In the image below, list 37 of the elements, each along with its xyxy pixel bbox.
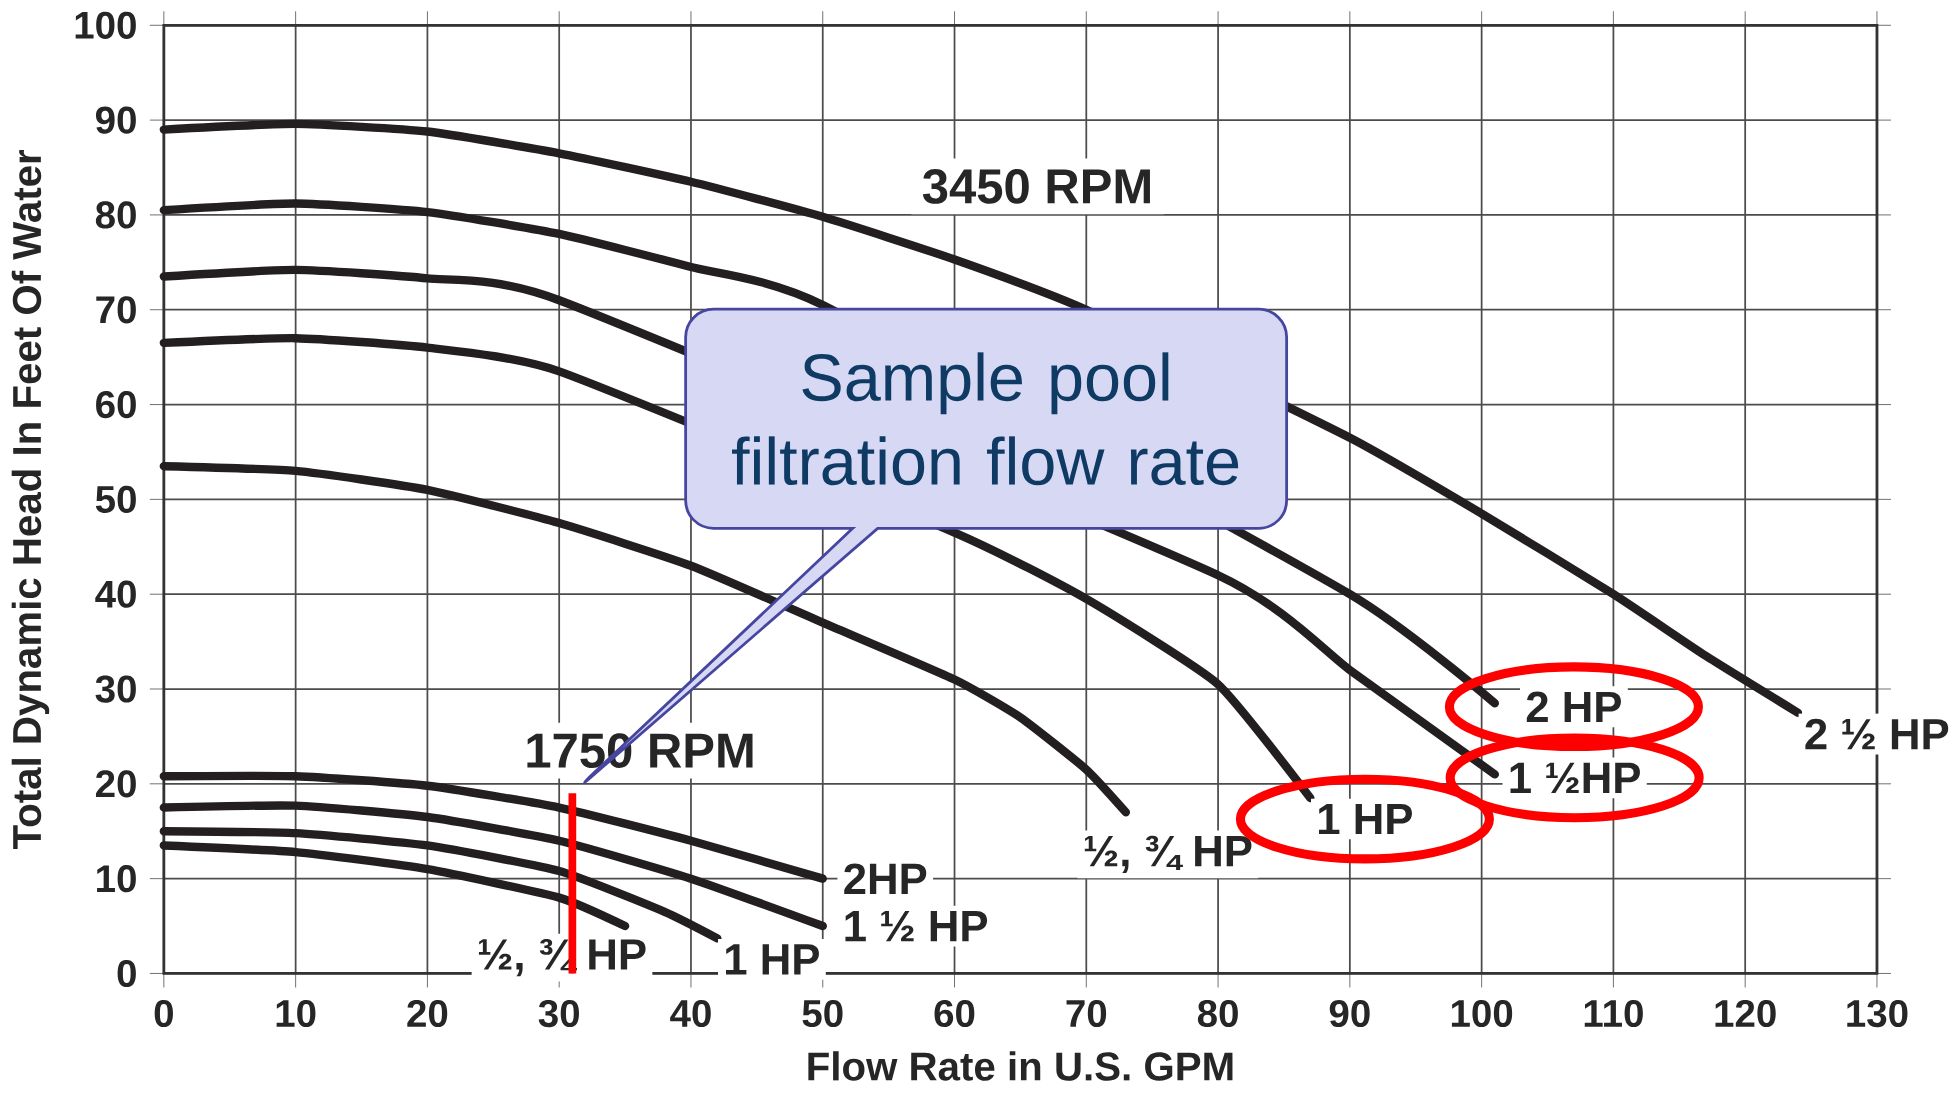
- x-tick-label: 130: [1847, 999, 1908, 1028]
- y-tick-label: 80: [95, 201, 136, 229]
- x-tick-label: 100: [1451, 999, 1513, 1028]
- annotation: Sample pool filtration flow rate: [732, 352, 1239, 486]
- series-label: 1 ½ HP: [845, 910, 988, 942]
- y-tick-label: 20: [95, 770, 136, 798]
- x-tick-label: 0: [154, 999, 173, 1028]
- y-tick-label: 90: [95, 106, 136, 134]
- series-label: 1 ½HP: [1510, 762, 1640, 793]
- y-tick-label: 10: [97, 865, 136, 893]
- annotation: 3450 RPM: [922, 169, 1150, 204]
- y-tick-label: 70: [96, 296, 136, 324]
- x-tick-label: 50: [802, 999, 843, 1028]
- series-label: 2 HP: [1526, 691, 1621, 723]
- y-tick-label: 0: [117, 959, 136, 988]
- y-tick-label: 100: [75, 11, 136, 39]
- x-tick-label: 40: [670, 999, 711, 1028]
- x-tick-label: 20: [407, 999, 448, 1028]
- y-tick-label: 30: [95, 675, 136, 703]
- x-axis-title: Flow Rate in U.S. GPM: [808, 1051, 1233, 1081]
- series-label: 2 ½ HP: [1805, 718, 1949, 750]
- x-tick-label: 60: [934, 999, 975, 1028]
- x-tick-label: 120: [1715, 999, 1776, 1028]
- series-label: 2HP: [844, 863, 927, 894]
- x-tick-label: 110: [1584, 999, 1643, 1028]
- series-label: 1 HP: [726, 944, 819, 975]
- series-label: ½, ¾ HP: [1084, 835, 1252, 873]
- series-label: 1 HP: [1319, 804, 1412, 835]
- y-tick-label: 40: [95, 580, 136, 608]
- x-tick-label: 70: [1066, 999, 1107, 1028]
- y-tick-label: 60: [96, 390, 136, 419]
- y-axis-title: Total Dynamic Head In Feet Of Water: [11, 149, 50, 850]
- y-tick-label: 50: [95, 485, 136, 514]
- x-tick-label: 90: [1329, 999, 1370, 1028]
- x-tick-label: 80: [1197, 999, 1238, 1028]
- x-tick-label: 30: [538, 999, 579, 1028]
- x-tick-label: 10: [276, 999, 316, 1028]
